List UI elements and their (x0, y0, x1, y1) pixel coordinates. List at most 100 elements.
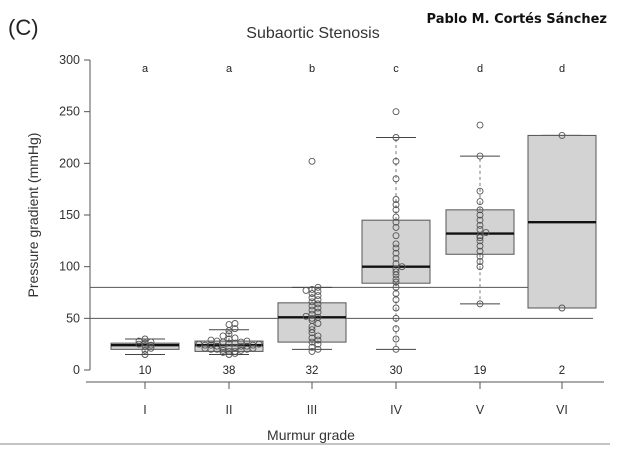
data-point (476, 211, 484, 219)
significance-letter: a (142, 63, 149, 75)
data-point (147, 341, 155, 349)
data-point (392, 304, 400, 312)
significance-letter: b (309, 63, 315, 75)
data-point (308, 157, 316, 165)
data-point (392, 218, 400, 226)
data-point (392, 157, 400, 165)
data-point (141, 351, 149, 358)
data-point (392, 206, 400, 214)
data-point (308, 343, 316, 351)
data-point (558, 131, 566, 139)
data-point (392, 232, 400, 240)
data-point (392, 335, 400, 343)
data-point (308, 326, 316, 334)
data-point (314, 336, 322, 344)
data-point (476, 121, 484, 129)
data-point (392, 283, 400, 291)
data-point (392, 249, 400, 257)
data-point (476, 198, 484, 206)
group-count-label: 10 (139, 365, 152, 377)
data-point (314, 332, 322, 340)
data-point (476, 234, 484, 242)
data-point (476, 263, 484, 271)
data-point (302, 286, 310, 294)
significance-letter: d (477, 63, 483, 75)
data-point (476, 152, 484, 160)
data-point (398, 263, 406, 271)
data-point (201, 344, 209, 352)
x-tick-label: VI (556, 403, 568, 417)
data-point (476, 252, 484, 260)
data-point (308, 338, 316, 346)
x-tick-label: II (226, 403, 233, 417)
data-point (476, 300, 484, 308)
data-point (195, 340, 203, 348)
y-tick-label: 300 (59, 53, 80, 67)
data-point (314, 308, 322, 316)
group-count-label: 19 (474, 365, 487, 377)
data-point (392, 268, 400, 276)
y-tick-label: 250 (59, 105, 80, 119)
data-point (249, 344, 257, 352)
y-tick-label: 0 (73, 363, 80, 377)
data-point (219, 332, 227, 340)
data-point (476, 206, 484, 214)
data-point (308, 310, 316, 318)
author-credit: Pablo M. Cortés Sánchez (427, 12, 607, 27)
data-point (308, 306, 316, 314)
data-point (392, 175, 400, 183)
data-point (231, 334, 239, 342)
data-point (476, 216, 484, 224)
data-point (476, 187, 484, 195)
panel-label: (C) (8, 15, 39, 40)
data-point (392, 265, 400, 273)
data-point (308, 347, 316, 355)
data-point (392, 325, 400, 333)
data-point (308, 294, 316, 302)
significance-letter: c (393, 63, 399, 75)
y-tick-label: 150 (59, 208, 80, 222)
data-point (392, 244, 400, 252)
data-point (392, 134, 400, 141)
x-tick-label: III (307, 403, 317, 417)
plot-area: 0 50 100 150 200 250 300 I 10 a II 38 a III 32 b IV 30 c V 1… (59, 53, 604, 417)
y-tick-label: 100 (59, 260, 80, 274)
data-point (231, 320, 239, 327)
data-point (314, 288, 322, 295)
data-point (476, 237, 484, 245)
data-point (225, 321, 233, 328)
x-tick-label: I (143, 403, 146, 417)
data-point (314, 296, 322, 304)
data-point (308, 302, 316, 310)
data-point (314, 283, 322, 291)
data-point (392, 314, 400, 322)
data-point (392, 345, 400, 353)
data-point (147, 338, 155, 346)
data-point (314, 345, 322, 353)
group-count-label: 30 (390, 365, 403, 377)
data-point (302, 312, 310, 320)
significance-letter: a (226, 63, 233, 75)
y-tick-label: 50 (66, 311, 80, 325)
data-point (392, 275, 400, 283)
data-point (314, 292, 322, 300)
data-point (558, 304, 566, 312)
group-count-label: 32 (306, 365, 319, 377)
data-point (482, 229, 490, 237)
data-point (314, 304, 322, 312)
data-point (314, 313, 322, 321)
data-point (308, 285, 316, 293)
data-point (314, 340, 322, 348)
y-axis-label: Pressure gradient (mmHg) (25, 133, 41, 298)
data-point (392, 260, 400, 268)
group-count-label: 2 (559, 365, 565, 377)
data-point (392, 213, 400, 221)
data-point (308, 298, 316, 306)
chart-title: Subaortic Stenosis (246, 25, 379, 42)
x-tick-label: IV (390, 403, 402, 417)
y-tick-label: 200 (59, 156, 80, 170)
data-point (392, 254, 400, 262)
x-tick-label: V (476, 403, 485, 417)
data-point (308, 290, 316, 297)
